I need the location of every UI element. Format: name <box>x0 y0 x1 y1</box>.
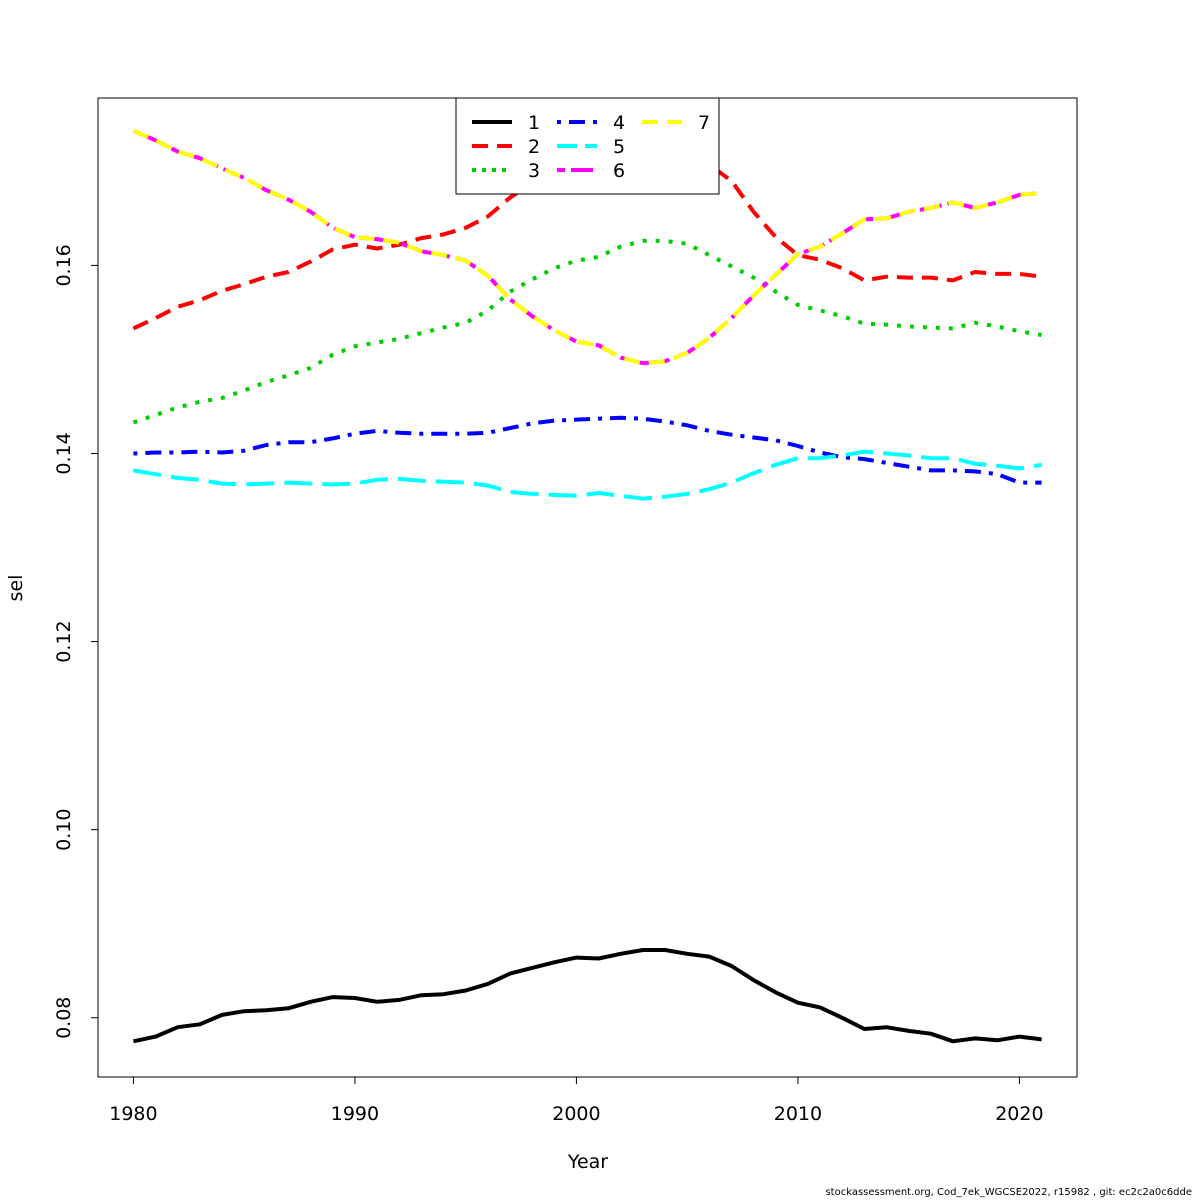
legend-label-4: 4 <box>613 112 625 134</box>
series-layer <box>132 129 1042 1044</box>
y-tick-label: 0.14 <box>53 432 75 474</box>
y-tick-label: 0.10 <box>53 809 75 851</box>
x-axis: 1980 1990 2000 2010 2020 <box>109 1076 1044 1125</box>
series-line-4 <box>133 415 1042 485</box>
series-line-7 <box>132 129 1042 366</box>
series-line-3 <box>132 238 1042 425</box>
y-tick-label: 0.08 <box>53 997 75 1039</box>
legend-label-6: 6 <box>613 160 625 182</box>
y-tick-label: 0.12 <box>53 620 75 662</box>
legend-label-2: 2 <box>528 136 540 158</box>
y-tick-label: 0.16 <box>53 244 75 286</box>
legend: 123 456 7 <box>455 97 720 195</box>
series-line-1 <box>132 948 1042 1044</box>
x-tick-label: 1980 <box>109 1103 157 1125</box>
x-axis-title: Year <box>567 1151 608 1173</box>
legend-label-5: 5 <box>613 136 625 158</box>
y-axis-title: sel <box>5 575 27 602</box>
series-line-2 <box>132 148 1042 331</box>
series-line-5 <box>133 449 1042 501</box>
footer-credit: stockassessment.org, Cod_7ek_WGCSE2022, … <box>825 1187 1192 1198</box>
x-tick-label: 2020 <box>995 1103 1043 1125</box>
plot-frame <box>97 97 1078 1078</box>
legend-label-1: 1 <box>528 112 540 134</box>
legend-label-3: 3 <box>528 160 540 182</box>
x-tick-label: 2000 <box>552 1103 600 1125</box>
y-axis: 0.08 0.10 0.12 0.14 0.16 <box>53 244 99 1039</box>
legend-label-7: 7 <box>698 112 710 134</box>
x-tick-label: 2010 <box>774 1103 822 1125</box>
x-tick-label: 1990 <box>331 1103 379 1125</box>
